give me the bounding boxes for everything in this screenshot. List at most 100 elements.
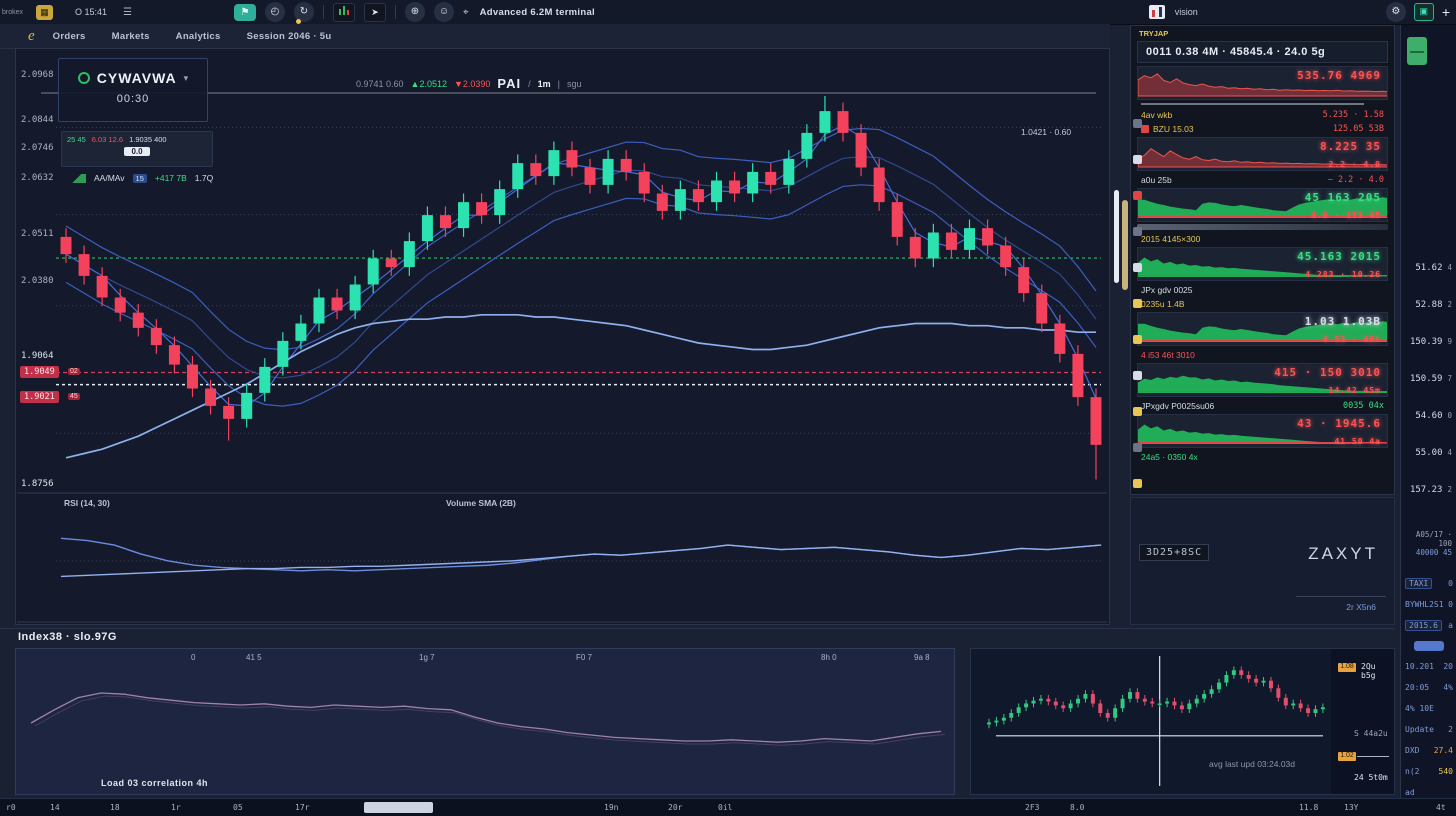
watchlist-item[interactable]: 43 · 1945.6 41.50 4a	[1137, 414, 1388, 448]
menu-item-3[interactable]: Session 2046 · 5u	[246, 30, 332, 42]
row-value: 0035 04x	[1343, 400, 1384, 411]
chart-button[interactable]	[333, 2, 355, 22]
candle-body	[331, 297, 343, 311]
watchlist-item[interactable]: 1.03 1.03B 4.53 · 46t	[1137, 312, 1388, 346]
axis-tick-label: F0 7	[576, 653, 593, 662]
detail-row[interactable]: Update 2	[1401, 719, 1456, 740]
info-segment-0: 25 45	[67, 135, 86, 144]
quote-row[interactable]: 150.39 9	[1401, 337, 1456, 374]
mini-body	[1187, 703, 1192, 710]
app-grid-icon[interactable]: ▦	[36, 4, 53, 20]
cursor-button[interactable]: ➤	[364, 2, 386, 22]
watchlist-item[interactable]: 8.225 35 2.2 · 4.0	[1137, 137, 1388, 171]
detail-pill[interactable]	[1414, 641, 1444, 651]
menu-item-2[interactable]: Analytics	[175, 30, 221, 42]
mini-body	[1165, 701, 1170, 704]
quote-row[interactable]: 54.60 0	[1401, 411, 1456, 448]
mini-spark-icon	[64, 173, 86, 183]
rail-icon[interactable]	[1133, 263, 1142, 272]
watchlist-label-row[interactable]: 0235u 1.4B	[1137, 297, 1388, 310]
detail-label: n(2	[1405, 767, 1420, 776]
watchlist-label-row[interactable]: 2015 4145×300	[1137, 232, 1388, 245]
watchlist-item[interactable]: 535.76 4969	[1137, 66, 1388, 100]
asset-icon[interactable]	[1407, 37, 1427, 65]
horizontal-scrollbar-thumb[interactable]	[364, 802, 433, 813]
detail-row[interactable]: DXD 27.4	[1401, 740, 1456, 761]
menu-item-0[interactable]: Orders	[52, 30, 86, 42]
watchlist-label-row[interactable]: 4 i53 46t 3010	[1137, 348, 1388, 361]
main-chart-panel[interactable]: CYWAVWA ▾ 00:30 25 45 6.03 12.6 1.9035 400…	[15, 48, 1110, 625]
row-value: 5.235 · 1.58	[1322, 109, 1384, 120]
add-button[interactable]: +	[1441, 4, 1450, 20]
candle-body	[964, 228, 975, 250]
row-price: 415 · 150 3010	[1274, 366, 1381, 379]
detail-row[interactable]: BYWHL2S1 0	[1401, 594, 1456, 615]
rail-icon[interactable]	[1133, 155, 1142, 164]
chart-vertical-scrollbar[interactable]	[1114, 190, 1119, 283]
watchlist-header[interactable]: 0011 0.38 4M · 45845.4 · 24.0 5g	[1137, 41, 1388, 63]
summary-link[interactable]: 2r X5n6	[1346, 602, 1376, 612]
legend-green-value: +417 7B	[154, 173, 187, 183]
version-label: vision	[1174, 7, 1198, 17]
rail-icon[interactable]	[1133, 479, 1142, 488]
time-label: 13Y	[1344, 803, 1359, 812]
detail-row[interactable]: 4% 10E	[1401, 698, 1456, 719]
quote-row[interactable]: 51.62 4	[1401, 263, 1456, 300]
watchlist-item[interactable]: 45 163 205 4.6 · 153.45	[1137, 188, 1388, 222]
mini-body	[1306, 708, 1311, 713]
detail-row[interactable]: 20:05 4%	[1401, 677, 1456, 698]
quote-row[interactable]: 157.23 2	[1401, 485, 1456, 522]
time-axis[interactable]: r0 14 18 1r 05 17r 19n 20r 0il 2F3 8.0 11.8 13Y 4t	[0, 798, 1456, 816]
watchlist-label-row[interactable]: JPxgdv P0025su06 0035 04x	[1137, 399, 1388, 412]
axis-tick-label: 1g 7	[419, 653, 435, 662]
correlation-panel[interactable]: 0 41 5 1g 7 F0 7 8h 0 9a 8 Load 03 correlatio…	[15, 648, 955, 795]
band-upper-line	[65, 127, 1097, 351]
stats-icon[interactable]	[1148, 5, 1165, 19]
detail-row[interactable]: ad	[1401, 782, 1456, 803]
rail-icon[interactable]	[1133, 407, 1142, 416]
rail-icon[interactable]	[1133, 299, 1142, 308]
mini-body	[1135, 692, 1140, 699]
quote-row[interactable]: 55.00 4	[1401, 448, 1456, 485]
mini-chart-panel[interactable]: avg last upd 03:24.03d 1.08 2Qu b5g S 44…	[970, 648, 1395, 795]
detail-row[interactable]: 2015.6 a	[1401, 615, 1456, 636]
chat-button[interactable]: ☺	[434, 2, 454, 22]
rail-icon[interactable]	[1133, 191, 1142, 200]
symbol-selector[interactable]: CYWAVWA ▾ 00:30	[58, 58, 208, 122]
notification-dot	[296, 19, 301, 24]
clock-label: O 15:41	[75, 7, 108, 17]
rail-icon[interactable]	[1133, 371, 1142, 380]
rail-icon[interactable]	[1133, 443, 1142, 452]
wallet-button[interactable]: ▣	[1413, 3, 1434, 21]
detail-row[interactable]: TAXI 0	[1401, 573, 1456, 594]
secondary-scrollbar[interactable]	[1122, 200, 1128, 290]
watchlist-label-row[interactable]: JPx gdv 0025	[1137, 283, 1388, 296]
quote-row[interactable]: 150.59 7	[1401, 374, 1456, 411]
y-axis-label: 2.0511	[21, 229, 54, 239]
flag-button[interactable]: ⚑	[234, 3, 256, 21]
watchlist-label-row[interactable]: 4av wkb 5.235 · 1.58	[1137, 108, 1388, 121]
pin-icon[interactable]: ⌖	[463, 6, 469, 18]
settings-button[interactable]: ⚙	[1385, 2, 1406, 22]
watchlist-label-row[interactable]: BZU 15.03 125.05 53B	[1137, 122, 1388, 135]
watchlist-label-row[interactable]: a0u 25b − 2.2 · 4.0	[1137, 173, 1388, 186]
workspace-logo[interactable]: e	[28, 27, 35, 44]
watchlist-item[interactable]: 45.163 2015 4.283 · 10.26	[1137, 247, 1388, 281]
summary-code[interactable]: 3D25+8SC	[1139, 544, 1210, 561]
quote-row[interactable]: 52.88 2	[1401, 300, 1456, 337]
menu-icon[interactable]: ☰	[123, 6, 132, 18]
detail-row[interactable]: 10.201 20	[1401, 656, 1456, 677]
time-label: 17r	[295, 803, 310, 812]
candlestick-chart[interactable]	[16, 49, 1109, 624]
timeframe-label[interactable]: 1m	[537, 78, 551, 89]
detail-row[interactable]: n(2 540	[1401, 761, 1456, 782]
rail-icon[interactable]	[1133, 119, 1142, 128]
rail-icon[interactable]	[1133, 227, 1142, 236]
globe-button[interactable]: ⊕	[405, 2, 425, 22]
menu-item-1[interactable]: Markets	[111, 30, 150, 42]
alerts-button[interactable]: ◴	[265, 2, 285, 22]
watchlist-item[interactable]: 415 · 150 3010 14.42 45m	[1137, 363, 1388, 397]
rail-icon[interactable]	[1133, 335, 1142, 344]
watchlist-label-row[interactable]: 24a5 · 0350 4x	[1137, 450, 1388, 463]
refresh-button[interactable]: ↻	[294, 2, 314, 22]
